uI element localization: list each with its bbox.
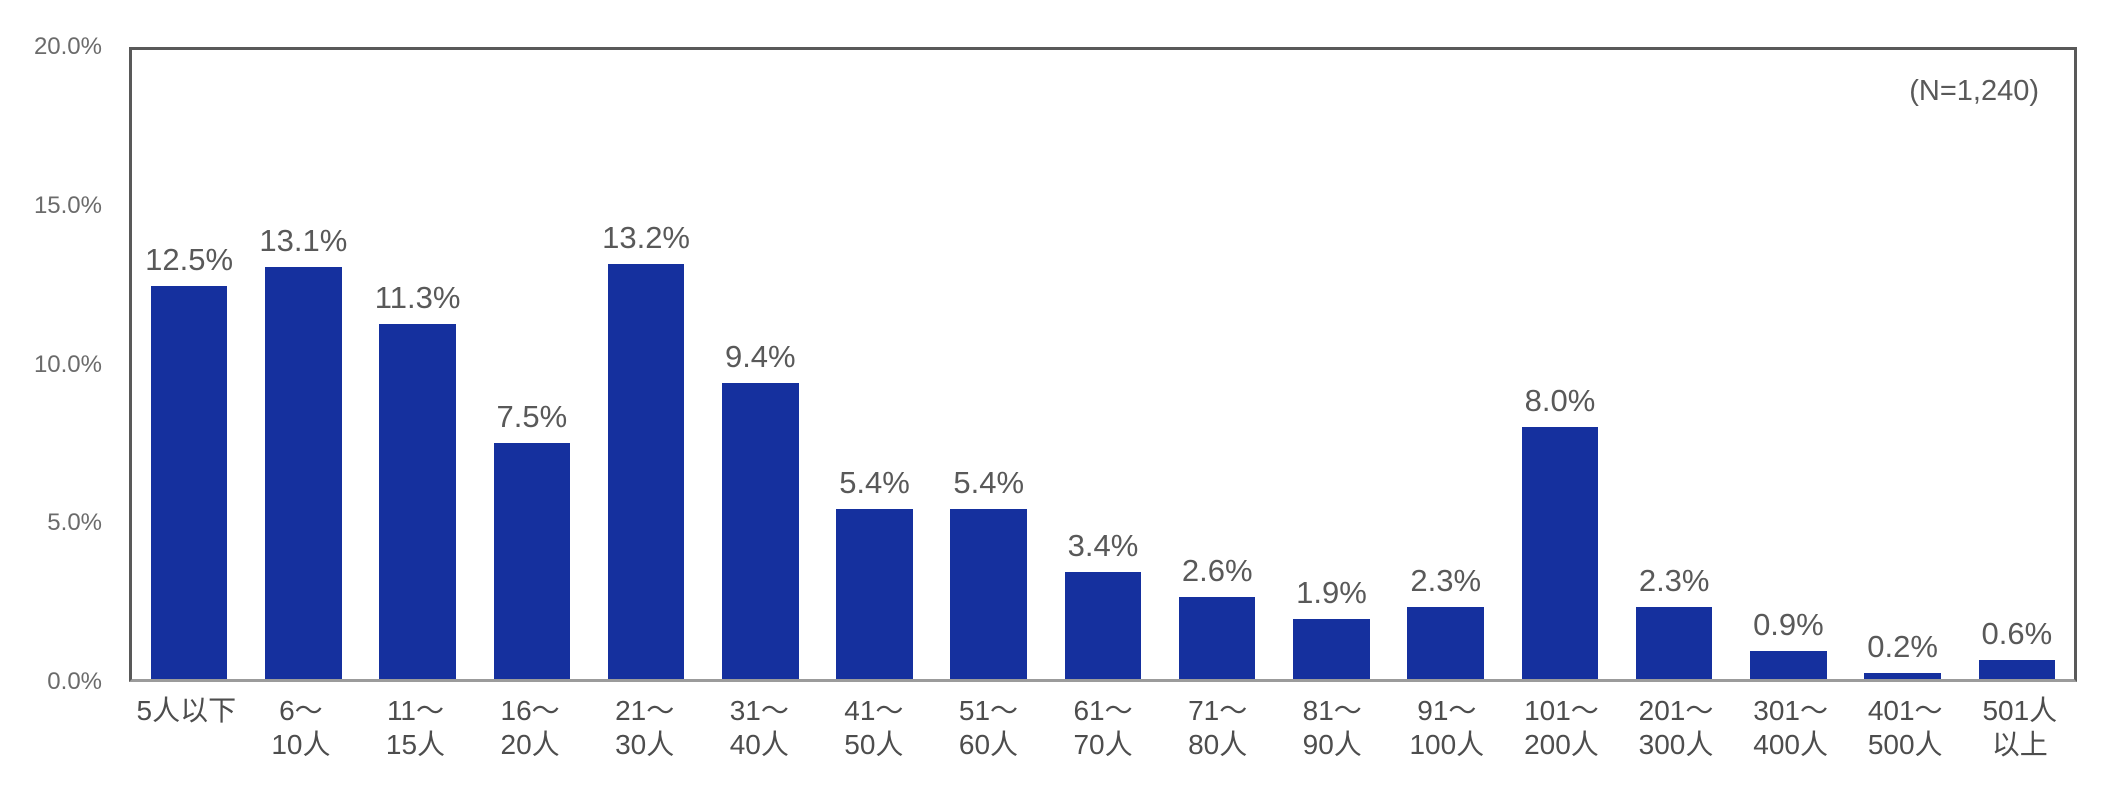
- bar: [1864, 672, 1941, 679]
- x-axis-label: 6～ 10人: [271, 695, 331, 760]
- bar-value-label: 2.6%: [1181, 553, 1253, 589]
- bar-column: 12.5%: [132, 50, 246, 679]
- bar-column: 13.2%: [589, 50, 703, 679]
- x-axis-label: 5人以下: [136, 695, 237, 726]
- bar-value-label: 1.9%: [1296, 575, 1367, 611]
- x-axis-label: 31～ 40人: [729, 695, 789, 760]
- bar-value-label: 13.2%: [602, 219, 690, 255]
- y-tick-label: 20.0%: [33, 33, 102, 60]
- y-tick-label: 5.0%: [47, 509, 102, 537]
- sample-size-label: (N=1,240): [1909, 75, 2039, 107]
- bar: [150, 285, 228, 679]
- bar-value-label: 3.4%: [1067, 527, 1139, 563]
- bar: [836, 509, 913, 679]
- x-axis-label: 21～ 30人: [615, 695, 675, 760]
- bar-value-label: 0.6%: [1981, 616, 2053, 652]
- x-axis-label: 401～ 500人: [1867, 695, 1943, 760]
- x-axis-label: 91～ 100人: [1409, 695, 1485, 760]
- bar: [1064, 572, 1142, 679]
- bar-column: 0.6%: [1960, 50, 2074, 679]
- bar-column: 7.5%: [475, 50, 589, 679]
- bar: [950, 509, 1028, 679]
- y-tick-label: 0.0%: [47, 668, 102, 695]
- bar: [265, 267, 342, 679]
- bar: [493, 443, 571, 679]
- x-axis-label: 101～ 200人: [1524, 695, 1599, 760]
- bar-column: 0.9%: [1731, 50, 1845, 679]
- y-tick-label: 10.0%: [33, 350, 102, 378]
- bar-value-label: 12.5%: [145, 241, 234, 277]
- x-axis-label: 201～ 300人: [1638, 695, 1714, 760]
- bar-value-label: 0.2%: [1867, 628, 1938, 664]
- bar-value-label: 0.9%: [1753, 606, 1824, 642]
- x-axis-label: 71～ 80人: [1188, 695, 1248, 760]
- bar-value-label: 7.5%: [496, 399, 568, 435]
- plot-area: (N=1,240) 12.5% 13.1% 11.3% 7.5% 13.2% 9.4% 5.…: [129, 47, 2077, 682]
- y-tick-label: 15.0%: [33, 191, 102, 219]
- bar: [379, 323, 456, 679]
- bar: [1178, 597, 1256, 679]
- bar: [722, 383, 799, 679]
- bar-value-label: 2.3%: [1638, 562, 1710, 598]
- bar-column: 2.6%: [1160, 50, 1274, 679]
- bar-column: 5.4%: [932, 50, 1046, 679]
- bar-value-label: 5.4%: [953, 465, 1025, 501]
- x-axis-label: 81～ 90人: [1302, 695, 1362, 760]
- bar-column: 9.4%: [703, 50, 817, 679]
- bar: [1978, 660, 2056, 679]
- bar-value-label: 5.4%: [839, 465, 910, 501]
- bar-column: 13.1%: [246, 50, 360, 679]
- x-axis-label: 51～ 60人: [958, 695, 1019, 760]
- bar: [1635, 606, 1713, 679]
- bars-container: 12.5% 13.1% 11.3% 7.5% 13.2% 9.4% 5.4% 5.4% 3.4%…: [132, 50, 2074, 679]
- bar: [1750, 650, 1827, 679]
- bar-column: 0.2%: [1846, 50, 1960, 679]
- x-axis-label: 501人 以上: [1982, 695, 2058, 760]
- bar-column: 11.3%: [360, 50, 474, 679]
- x-axis-label: 301～ 400人: [1753, 695, 1828, 760]
- bar-column: 1.9%: [1274, 50, 1388, 679]
- bar-value-label: 8.0%: [1524, 383, 1596, 419]
- x-axis-label: 41～ 50人: [844, 695, 904, 760]
- x-axis: 5人以下 6～ 10人 11～ 15人 16～ 20人 21～ 30人 31～ 40人 41…: [129, 694, 2077, 761]
- bar: [1407, 606, 1484, 679]
- bar-value-label: 9.4%: [724, 339, 796, 375]
- y-axis: 0.0% 5.0% 10.0% 15.0% 20.0%: [0, 33, 112, 695]
- bar-column: 3.4%: [1046, 50, 1160, 679]
- bar-value-label: 2.3%: [1410, 562, 1482, 598]
- x-axis-label: 61～ 70人: [1073, 695, 1133, 760]
- bar-column: 2.3%: [1617, 50, 1731, 679]
- bar-column: 5.4%: [817, 50, 931, 679]
- bar: [607, 263, 685, 679]
- bar-value-label: 13.1%: [259, 222, 348, 258]
- bar-column: 2.3%: [1389, 50, 1503, 679]
- x-axis-label: 16～ 20人: [500, 695, 560, 760]
- bar-column: 8.0%: [1503, 50, 1617, 679]
- x-axis-label: 11～ 15人: [385, 695, 446, 760]
- bar-value-label: 11.3%: [374, 279, 461, 315]
- bar: [1521, 427, 1599, 679]
- bar: [1293, 619, 1370, 679]
